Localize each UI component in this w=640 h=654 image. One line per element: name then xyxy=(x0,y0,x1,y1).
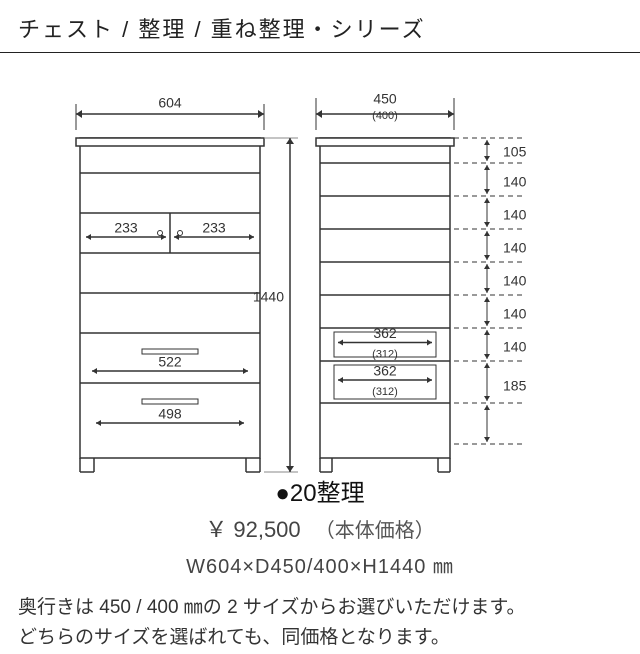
model-label: ●20整理 xyxy=(0,473,640,508)
footnote: 奥行きは 450 / 400 ㎜の 2 サイズからお選びいただけます。 どちらの… xyxy=(0,579,640,654)
svg-text:140: 140 xyxy=(503,339,527,355)
svg-text:185: 185 xyxy=(503,378,527,394)
svg-text:362: 362 xyxy=(373,363,397,379)
breadcrumb: チェスト / 整理 / 重ね整理・シリーズ xyxy=(0,0,640,52)
svg-text:450: 450 xyxy=(373,91,397,107)
price: ￥ 92,500 （本体価格） xyxy=(0,512,640,544)
svg-text:140: 140 xyxy=(503,174,527,190)
footnote-line2: どちらのサイズを選ばれても、同価格となります。 xyxy=(18,623,622,653)
technical-drawing: 233 233 522 498 604 362 (312) 362 (312) 450 (400) 1… xyxy=(0,53,640,473)
svg-text:604: 604 xyxy=(158,95,182,111)
page-root: チェスト / 整理 / 重ね整理・シリーズ 233 233 522 498 604 362… xyxy=(0,0,640,640)
svg-text:498: 498 xyxy=(158,406,182,422)
product-info: ●20整理 ￥ 92,500 （本体価格） W604×D450/400×H144… xyxy=(0,473,640,579)
svg-text:(312): (312) xyxy=(372,348,398,360)
dimensions-line: W604×D450/400×H1440 ㎜ xyxy=(0,550,640,579)
svg-text:(400): (400) xyxy=(372,110,398,122)
footnote-line1: 奥行きは 450 / 400 ㎜の 2 サイズからお選びいただけます。 xyxy=(18,593,622,623)
price-symbol: ￥ xyxy=(205,517,227,542)
svg-text:362: 362 xyxy=(373,325,397,341)
svg-text:105: 105 xyxy=(503,144,527,160)
svg-text:140: 140 xyxy=(503,207,527,223)
drawing-svg: 233 233 522 498 604 362 (312) 362 (312) 450 (400) 1… xyxy=(0,53,640,473)
svg-text:(312): (312) xyxy=(372,386,398,398)
svg-text:140: 140 xyxy=(503,306,527,322)
svg-text:140: 140 xyxy=(503,240,527,256)
svg-text:1440: 1440 xyxy=(253,289,284,305)
price-value: 92,500 xyxy=(233,517,300,542)
svg-text:140: 140 xyxy=(503,273,527,289)
svg-text:233: 233 xyxy=(202,220,226,236)
svg-text:233: 233 xyxy=(114,220,138,236)
svg-text:522: 522 xyxy=(158,354,182,370)
price-note: （本体価格） xyxy=(315,520,435,542)
